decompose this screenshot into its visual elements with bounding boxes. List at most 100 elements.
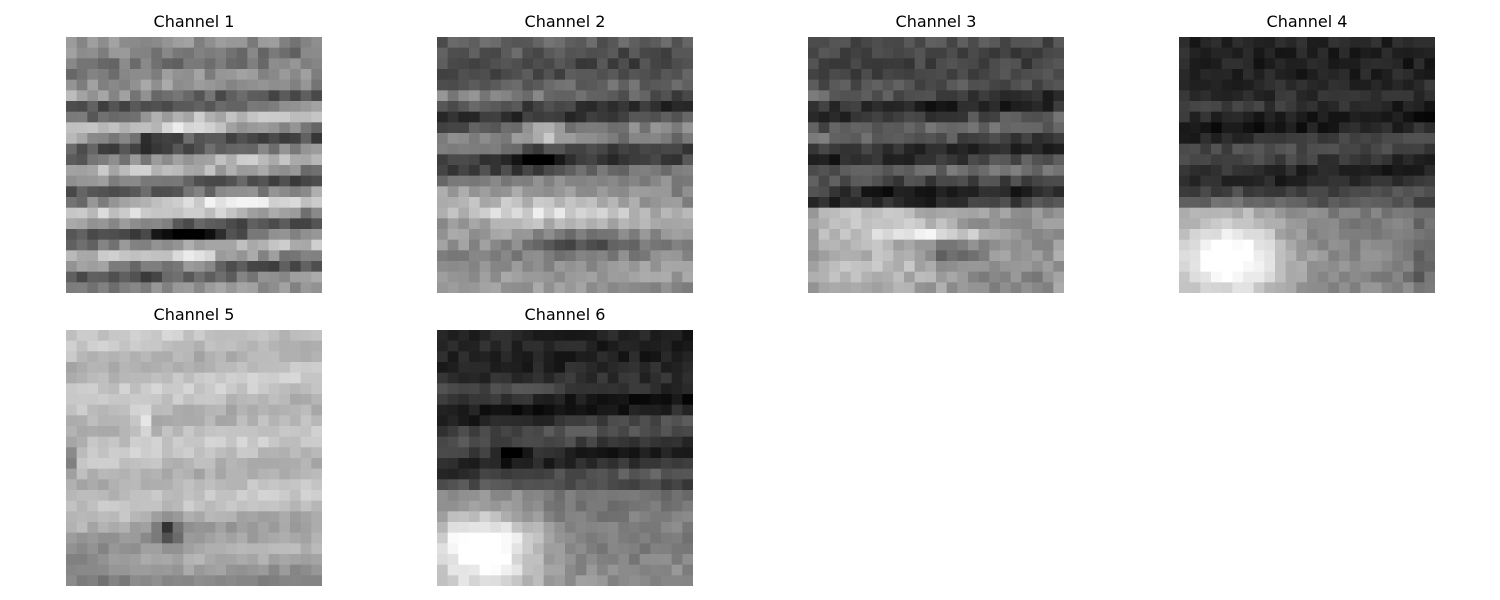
- heatmap-cell: [893, 47, 905, 59]
- heatmap-cell: [575, 362, 587, 374]
- heatmap-cell: [575, 522, 587, 534]
- heatmap-cell: [893, 58, 905, 70]
- heatmap-cell: [989, 58, 1001, 70]
- heatmap-cell: [1032, 58, 1044, 70]
- heatmap-cell: [130, 554, 142, 566]
- heatmap-cell: [183, 500, 195, 512]
- heatmap-cell: [194, 197, 206, 209]
- heatmap-cell: [522, 79, 534, 91]
- heatmap-cell: [437, 133, 449, 145]
- heatmap-cell: [661, 186, 673, 198]
- heatmap-cell: [194, 186, 206, 198]
- heatmap-cell: [479, 436, 491, 448]
- heatmap-cell: [533, 575, 545, 586]
- heatmap-cell: [1221, 207, 1233, 219]
- heatmap-cell: [258, 532, 270, 544]
- heatmap-cell: [151, 468, 163, 480]
- heatmap-cell: [1264, 207, 1276, 219]
- heatmap-cell: [1032, 47, 1044, 59]
- heatmap-cell: [1424, 165, 1435, 177]
- heatmap-cell: [172, 372, 184, 384]
- heatmap-cell: [946, 133, 958, 145]
- heatmap-cell: [1349, 271, 1361, 283]
- heatmap-cell: [914, 282, 926, 293]
- heatmap-cell: [882, 111, 894, 123]
- heatmap-cell: [682, 543, 693, 555]
- heatmap-cell: [639, 69, 651, 81]
- heatmap-cell: [682, 522, 693, 534]
- heatmap-cell: [194, 122, 206, 134]
- heatmap-cell: [829, 154, 841, 166]
- heatmap-cell: [479, 511, 491, 523]
- heatmap-cell: [501, 282, 513, 293]
- heatmap-cell: [501, 543, 513, 555]
- heatmap-cell: [268, 564, 280, 576]
- heatmap-cell: [1221, 197, 1233, 209]
- heatmap-cell: [151, 372, 163, 384]
- heatmap-cell: [1328, 197, 1340, 209]
- heatmap-cell: [247, 186, 259, 198]
- heatmap-cell: [215, 351, 227, 363]
- heatmap-cell: [829, 90, 841, 102]
- heatmap-cell: [671, 229, 683, 241]
- heatmap-cell: [151, 37, 163, 49]
- heatmap-cell: [511, 511, 523, 523]
- heatmap-cell: [554, 575, 566, 586]
- heatmap-cell: [575, 37, 587, 49]
- heatmap-cell: [300, 90, 312, 102]
- heatmap-cell: [682, 415, 693, 427]
- heatmap-cell: [108, 207, 120, 219]
- heatmap-cell: [989, 218, 1001, 230]
- heatmap-cell: [437, 383, 449, 395]
- heatmap-cell: [1403, 261, 1415, 273]
- heatmap-cell: [543, 271, 555, 283]
- heatmap-cell: [119, 522, 131, 534]
- heatmap-cell: [554, 564, 566, 576]
- heatmap-cell: [279, 239, 291, 251]
- heatmap-cell: [1360, 133, 1372, 145]
- heatmap-cell: [87, 564, 99, 576]
- heatmap-cell: [279, 532, 291, 544]
- heatmap-cell: [586, 426, 598, 438]
- heatmap-cell: [247, 383, 259, 395]
- heatmap-cell: [597, 79, 609, 91]
- heatmap-cell: [882, 186, 894, 198]
- heatmap-cell: [469, 532, 481, 544]
- heatmap-cell: [479, 250, 491, 262]
- heatmap-cell: [904, 250, 916, 262]
- heatmap-cell: [946, 58, 958, 70]
- heatmap-cell: [458, 133, 470, 145]
- heatmap-cell: [1053, 229, 1064, 241]
- heatmap-cell: [1189, 207, 1201, 219]
- heatmap-cell: [533, 122, 545, 134]
- heatmap-cell: [279, 500, 291, 512]
- heatmap-cell: [162, 362, 174, 374]
- heatmap-cell: [1211, 47, 1223, 59]
- heatmap-cell: [247, 330, 259, 342]
- heatmap-cell: [1243, 218, 1255, 230]
- heatmap-cell: [607, 372, 619, 384]
- heatmap-cell: [586, 500, 598, 512]
- heatmap-cell: [618, 69, 630, 81]
- heatmap-cell: [586, 69, 598, 81]
- heatmap-cell: [543, 186, 555, 198]
- heatmap-cell: [893, 282, 905, 293]
- heatmap-cell: [1042, 133, 1054, 145]
- heatmap-cell: [258, 394, 270, 406]
- heatmap-cell: [533, 271, 545, 283]
- heatmap-cell: [808, 229, 820, 241]
- heatmap-cell: [554, 122, 566, 134]
- heatmap-cell: [87, 165, 99, 177]
- heatmap-cell: [1200, 175, 1212, 187]
- heatmap-cell: [522, 490, 534, 502]
- heatmap-cell: [236, 271, 248, 283]
- heatmap-cell: [130, 175, 142, 187]
- heatmap-cell: [946, 111, 958, 123]
- heatmap-cell: [682, 47, 693, 59]
- heatmap-cell: [469, 330, 481, 342]
- heatmap-cell: [882, 261, 894, 273]
- heatmap-cell: [936, 186, 948, 198]
- heatmap-cell: [490, 282, 502, 293]
- heatmap-cell: [183, 37, 195, 49]
- heatmap-cell: [268, 500, 280, 512]
